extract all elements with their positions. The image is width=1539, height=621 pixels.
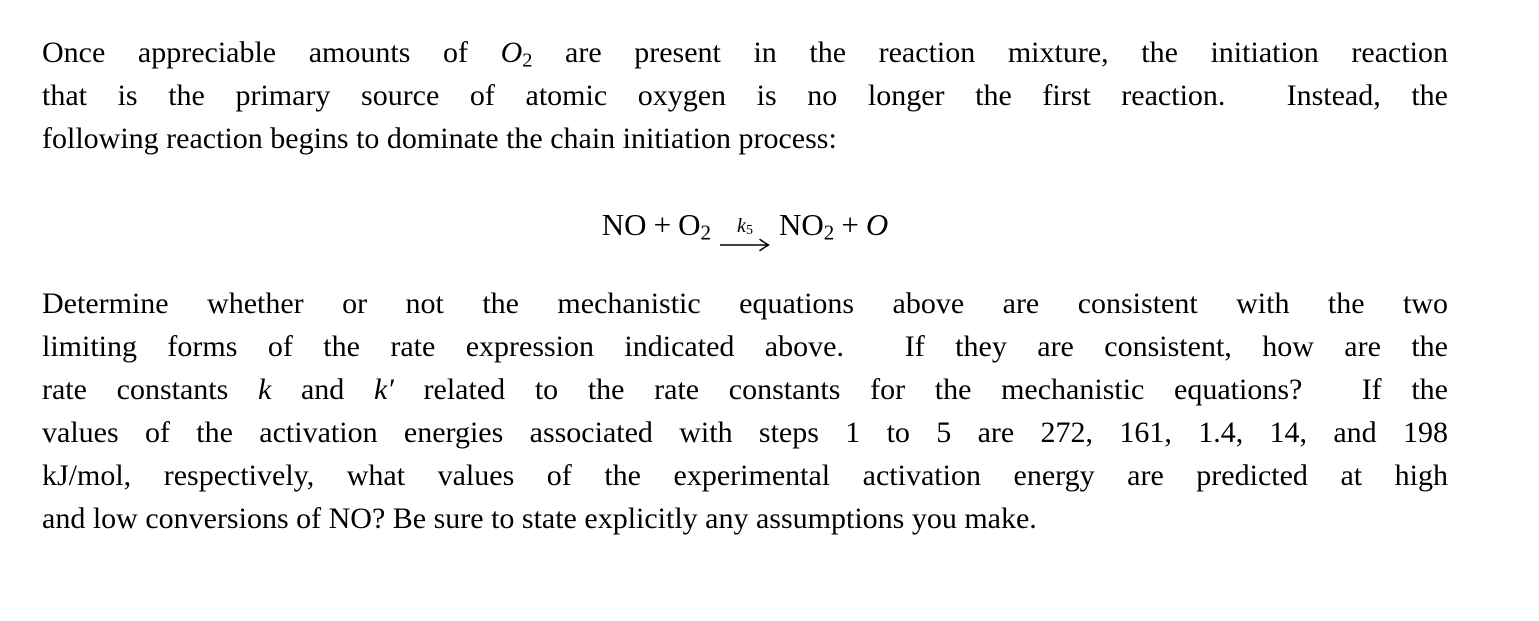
subscript: 2: [823, 220, 835, 245]
text-line: and low conversions of NO? Be sure to st…: [42, 502, 1037, 535]
text-line: values of the activation energies associ…: [42, 416, 1448, 449]
subscript: 2: [522, 49, 533, 72]
text-line: Determine whether or not the mechanistic…: [42, 287, 1448, 320]
text-run: related to the rate constants for the me…: [393, 373, 1448, 406]
reactant-no: NO: [601, 207, 647, 242]
question-paragraph: Determine whether or not the mechanistic…: [42, 282, 1448, 540]
text-line: that is the primary source of atomic oxy…: [42, 79, 1448, 112]
subscript: 2: [700, 220, 711, 245]
plus-operator: +: [841, 207, 859, 242]
text-line: limiting forms of the rate expression in…: [42, 330, 1448, 363]
math-oxygen-symbol: O: [500, 36, 523, 69]
text-line: rate constants k and k′ related to the r…: [42, 368, 1448, 411]
plus-operator: +: [653, 207, 672, 242]
subscript: 5: [745, 223, 753, 239]
text-run: O: [678, 207, 701, 242]
text-line: following reaction begins to dominate th…: [42, 122, 837, 155]
text-run: Once appreciable amounts of: [42, 36, 501, 69]
intro-paragraph: Once appreciable amounts of O2 are prese…: [42, 31, 1448, 160]
text-line: Once appreciable amounts of O2 are prese…: [42, 31, 1448, 74]
text-run: rate constants: [42, 373, 258, 406]
reaction-equation: NO + O2 k5 NO2 + O: [42, 196, 1448, 254]
rate-constant-label: k5: [737, 215, 753, 239]
text-line: kJ/mol, respectively, what values of the…: [42, 459, 1448, 492]
text-run: NO: [779, 207, 824, 242]
reactant-o2: O2: [678, 207, 711, 245]
math-k-symbol: k: [737, 215, 746, 237]
text-run: are present in the reaction mixture, the…: [532, 36, 1448, 69]
reaction-arrow: k5: [720, 216, 770, 252]
product-atomic-oxygen: O: [865, 207, 889, 242]
text-run: and: [271, 373, 374, 406]
math-k-symbol: k: [257, 373, 272, 406]
rightward-arrow-icon: [720, 238, 770, 252]
product-no2: NO2: [779, 207, 835, 245]
math-k-prime-symbol: k′: [373, 373, 394, 406]
